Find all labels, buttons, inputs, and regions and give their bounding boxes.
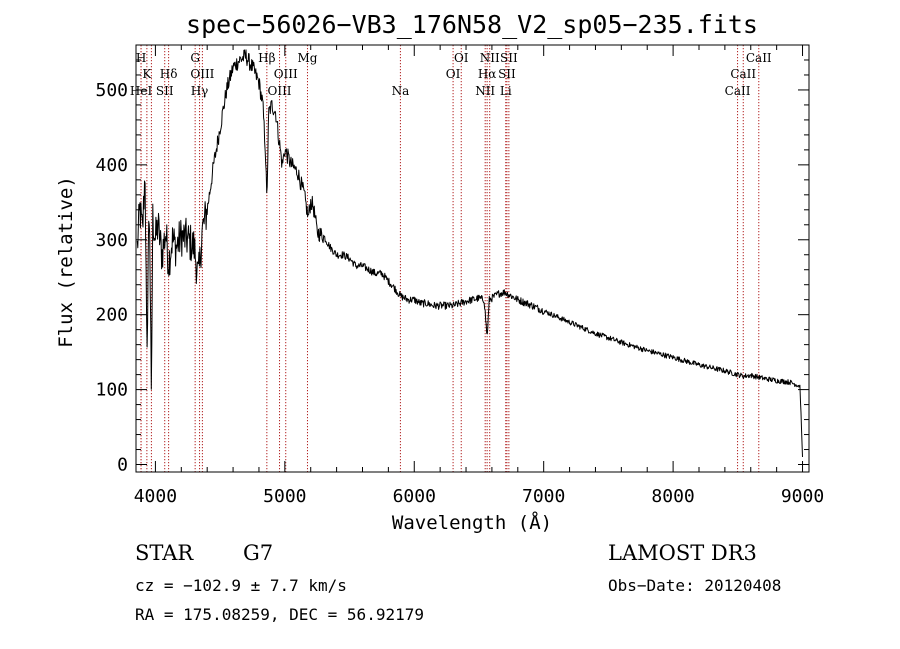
y-tick-label: 0 xyxy=(117,455,128,476)
spectral-line-label: Hγ xyxy=(191,84,209,98)
spectral-line-label: Li xyxy=(500,84,512,98)
survey-name: LAMOST DR3 xyxy=(608,541,757,565)
tick-layer xyxy=(136,45,809,472)
spectral-line-label: SII xyxy=(156,84,174,98)
spectral-line-label: NII xyxy=(475,84,495,98)
spectral-line-label: Hδ xyxy=(160,67,178,81)
x-tick-labels: 4000 5000 6000 7000 8000 9000 xyxy=(134,486,824,507)
spectral-line-layer xyxy=(140,45,760,472)
spectral-line-label: G xyxy=(190,51,200,65)
spectral-line-label: OIII xyxy=(267,84,291,98)
y-tick-label: 100 xyxy=(95,380,128,401)
spectral-line-label: SII xyxy=(498,67,516,81)
object-subclass: G7 xyxy=(243,541,273,565)
spectral-line-label: K xyxy=(142,67,152,81)
observation-date: Obs−Date: 20120408 xyxy=(608,576,781,595)
y-tick-labels: 0 100 200 300 400 500 xyxy=(95,80,128,476)
spectral-line-label: HeI xyxy=(130,84,153,98)
spectral-line-label: CaII xyxy=(730,67,756,81)
y-tick-label: 400 xyxy=(95,155,128,176)
spectral-line-label: NII xyxy=(480,51,500,65)
chart-title: spec−56026−VB3_176N58_V2_sp05−235.fits xyxy=(186,10,758,39)
x-tick-label: 4000 xyxy=(134,486,177,507)
spectral-line-label: CaII xyxy=(746,51,772,65)
x-axis-label: Wavelength (Å) xyxy=(392,511,552,534)
spectral-line-label: Mg xyxy=(298,51,318,65)
spectrum-trace xyxy=(136,49,803,458)
x-tick-label: 9000 xyxy=(781,486,824,507)
spectral-line-label: H xyxy=(136,51,146,65)
coordinates-readout: RA = 175.08259, DEC = 56.92179 xyxy=(135,605,424,624)
spectral-line-label: OIII xyxy=(190,67,214,81)
y-tick-label: 300 xyxy=(95,230,128,251)
y-tick-label: 200 xyxy=(95,305,128,326)
object-class: STAR xyxy=(135,541,194,565)
x-tick-label: 7000 xyxy=(522,486,565,507)
spectrum-layer xyxy=(136,49,803,458)
spectral-line-label: Hα xyxy=(478,67,497,81)
spectral-line-label: CaII xyxy=(725,84,751,98)
spectral-line-label: OIII xyxy=(274,67,298,81)
x-tick-label: 8000 xyxy=(651,486,694,507)
spectral-line-label: OI xyxy=(454,51,469,65)
redshift-readout: cz = −102.9 ± 7.7 km/s xyxy=(135,576,347,595)
x-tick-label: 6000 xyxy=(393,486,436,507)
x-tick-label: 5000 xyxy=(263,486,306,507)
spectral-line-label: Hβ xyxy=(258,51,275,65)
spectral-line-label: SII xyxy=(500,51,518,65)
plot-frame xyxy=(135,44,810,473)
y-tick-label: 500 xyxy=(95,80,128,101)
spectral-line-label: OI xyxy=(446,67,461,81)
spectral-line-label: Na xyxy=(392,84,410,98)
y-axis-label: Flux (relative) xyxy=(55,176,77,348)
